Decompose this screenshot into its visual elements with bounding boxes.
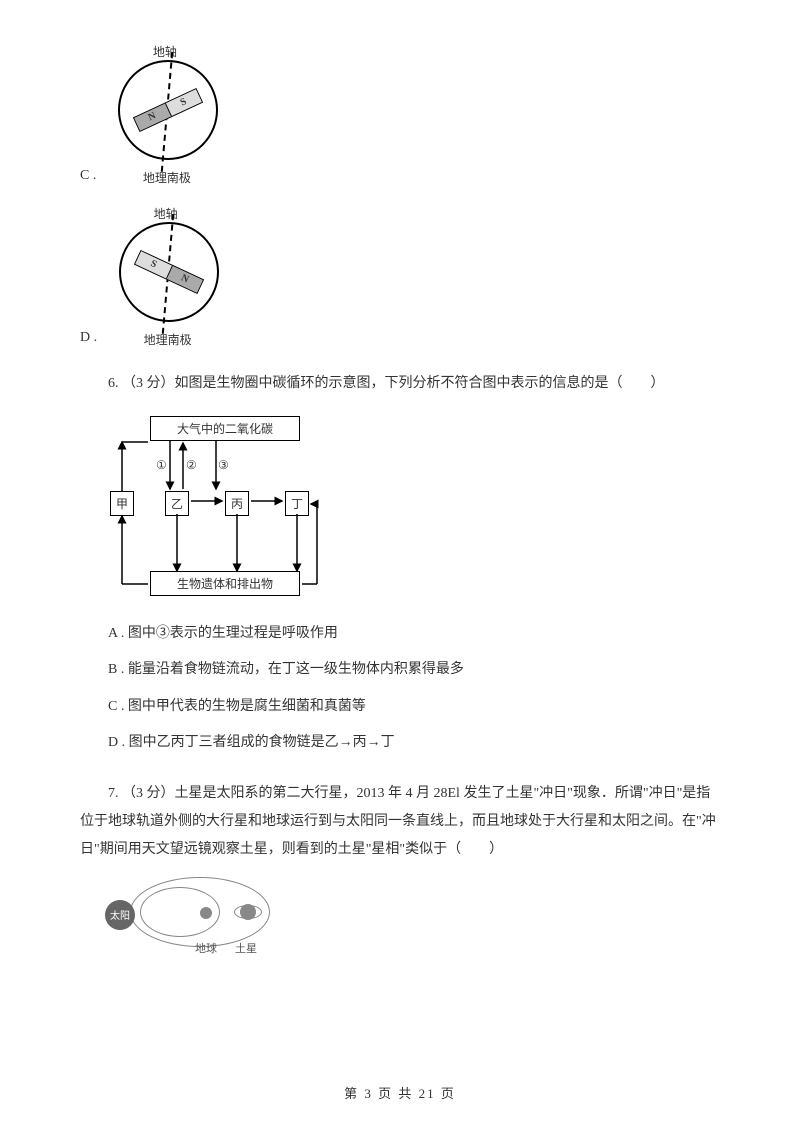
- arrow-label-2: ②: [186, 458, 197, 473]
- arrow-label-1: ①: [156, 458, 167, 473]
- option-c-label: C .: [80, 162, 96, 190]
- solar-system-diagram: 太阳 地球 土星: [110, 882, 290, 962]
- earth-body: [200, 907, 212, 919]
- q6-option-c: C . 图中甲代表的生物是腐生细菌和真菌等: [80, 689, 720, 725]
- saturn-label: 土星: [235, 940, 257, 956]
- south-pole-label: 地理南极: [144, 328, 192, 352]
- question-6-text: 6. （3 分）如图是生物圈中碳循环的示意图，下列分析不符合图中表示的信息的是（…: [80, 370, 720, 398]
- q6-option-a: A . 图中③表示的生理过程是呼吸作用: [80, 616, 720, 652]
- option-d: D . 地轴 S N 地理南极: [80, 202, 720, 352]
- arrow-label-3: ③: [218, 458, 229, 473]
- south-pole-label: 地理南极: [143, 166, 191, 190]
- question-7-text: 7. （3 分）土星是太阳系的第二大行星，2013 年 4 月 28El 发生了…: [80, 780, 720, 864]
- option-c: C . 地轴 N S 地理南极: [80, 40, 720, 190]
- option-c-diagram: 地轴 N S 地理南极: [108, 40, 228, 190]
- page-footer: 第 3 页 共 21 页: [0, 1083, 800, 1102]
- saturn-ring: [234, 905, 262, 919]
- carbon-cycle-diagram: 大气中的二氧化碳 生物遗体和排出物 甲 乙 丙 丁 ① ② ③: [110, 416, 330, 596]
- option-d-diagram: 地轴 S N 地理南极: [109, 202, 229, 352]
- q6-option-b: B . 能量沿着食物链流动，在丁这一级生物体内积累得最多: [80, 652, 720, 688]
- option-d-label: D .: [80, 324, 97, 352]
- q6-option-d: D . 图中乙丙丁三者组成的食物链是乙→丙→丁: [80, 725, 720, 761]
- carbon-arrows: [110, 416, 330, 596]
- sun-body: 太阳: [105, 900, 135, 930]
- earth-label: 地球: [195, 940, 217, 956]
